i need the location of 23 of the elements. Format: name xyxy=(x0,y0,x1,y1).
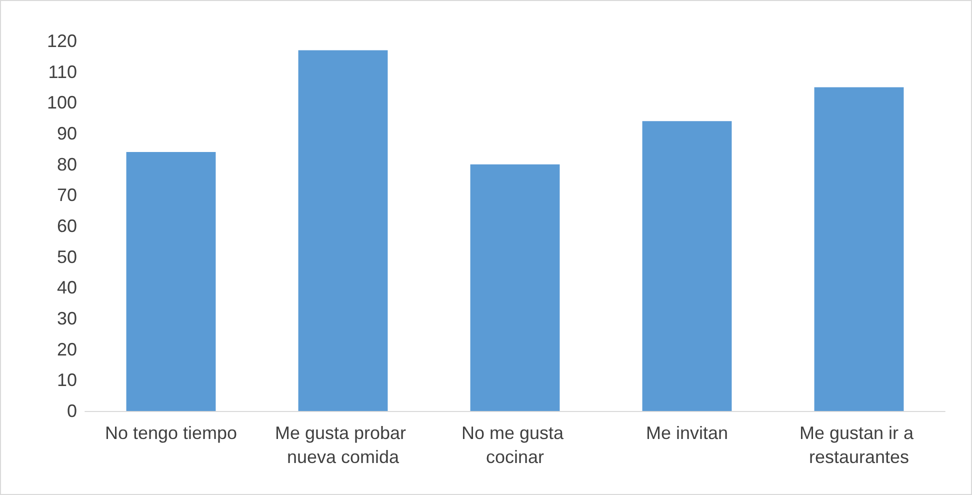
y-tick-label: 30 xyxy=(56,308,77,328)
y-tick-label: 50 xyxy=(56,246,77,267)
x-tick-label: No me gusta cocinar xyxy=(461,423,569,467)
bar xyxy=(814,87,904,411)
y-tick-label: 10 xyxy=(56,370,77,390)
y-tick-label: 120 xyxy=(46,31,77,51)
x-tick-label: Me gusta probar nueva comida xyxy=(274,423,412,467)
y-tick-label: 60 xyxy=(56,216,77,236)
x-tick-label: Me invitan xyxy=(646,423,728,443)
y-tick-label: 20 xyxy=(56,339,77,360)
x-tick-label: Me gustan ir a restaurantes xyxy=(799,423,919,467)
y-tick-label: 110 xyxy=(48,62,77,82)
bar xyxy=(642,121,732,411)
bar xyxy=(126,152,216,411)
bar xyxy=(470,164,560,411)
y-tick-label: 40 xyxy=(56,278,77,298)
y-tick-label: 80 xyxy=(56,154,77,174)
y-tick-label: 90 xyxy=(56,124,77,144)
y-tick-label: 70 xyxy=(56,185,77,206)
y-tick-label: 100 xyxy=(46,92,77,113)
bar xyxy=(298,50,388,411)
x-tick-label: No tengo tiempo xyxy=(104,423,238,443)
y-tick-label: 0 xyxy=(66,401,77,421)
